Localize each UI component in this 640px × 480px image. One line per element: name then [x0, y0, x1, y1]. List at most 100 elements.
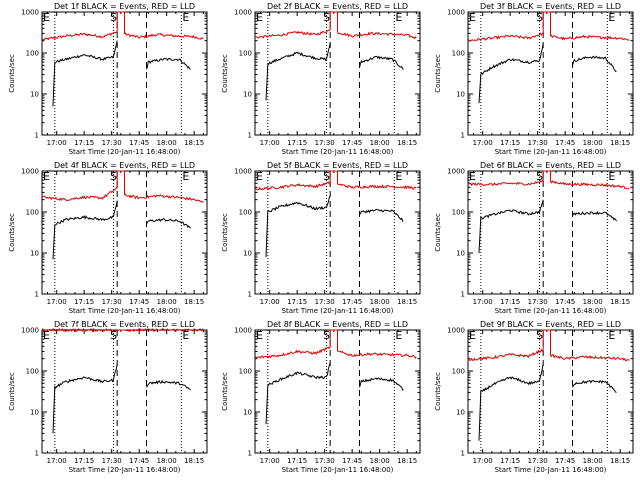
y-tick-label: 10	[456, 409, 465, 417]
x-tick-label: 18:15	[184, 298, 204, 306]
y-tick-label: 1000	[21, 327, 39, 335]
lld-trace-spike	[329, 329, 338, 352]
y-axis-label: Counts/sec	[8, 54, 16, 93]
panel-2: Det 2f BLACK = Events, RED = LLD 1 10 100 10…	[221, 2, 421, 156]
y-tick-label: 1000	[447, 168, 465, 176]
marker-label-e-right: E	[395, 170, 402, 183]
x-tick-label: 17:30	[315, 298, 335, 306]
y-tick-label: 100	[452, 368, 465, 376]
x-tick-label: 17:45	[555, 298, 575, 306]
x-tick-label: 17:15	[74, 457, 94, 465]
y-tick-label: 1	[461, 132, 465, 140]
lld-trace-spike	[542, 329, 551, 356]
x-tick-label: 17:45	[129, 139, 149, 147]
marker-label-s: S	[323, 170, 330, 183]
x-axis-label: Start Time (20-Jan-11 16:48:00)	[282, 148, 394, 156]
x-tick-label: 17:30	[102, 457, 122, 465]
lld-trace-segment-2	[337, 350, 417, 359]
lld-trace-segment-1	[254, 181, 331, 191]
marker-label-e-left: E	[469, 329, 476, 342]
x-tick-label: 17:15	[500, 457, 520, 465]
y-tick-label: 1000	[234, 168, 252, 176]
panel-title: Det 6f BLACK = Events, RED = LLD	[480, 161, 621, 170]
lld-trace-segment-1	[41, 187, 118, 202]
y-tick-label: 10	[30, 250, 39, 258]
events-trace-segment-2	[359, 208, 404, 222]
axis-frame	[41, 329, 208, 454]
lld-trace-spike	[542, 170, 551, 182]
lld-trace-segment-1	[41, 327, 118, 333]
lld-trace-segment-2	[550, 180, 630, 190]
lld-trace-spike	[116, 170, 125, 195]
lld-trace-spike	[329, 170, 338, 185]
y-tick-label: 100	[26, 50, 39, 58]
y-axis-label: Counts/sec	[8, 213, 16, 252]
x-axis-label: Start Time (20-Jan-11 16:48:00)	[495, 307, 607, 315]
lld-trace-spike	[542, 11, 551, 36]
x-tick-label: 18:00	[583, 139, 603, 147]
x-tick-label: 17:00	[47, 457, 67, 465]
y-tick-label: 100	[452, 209, 465, 217]
x-tick-label: 17:45	[555, 457, 575, 465]
panel-4: Det 4f BLACK = Events, RED = LLD 1 10 100 10…	[8, 161, 208, 315]
x-tick-label: 18:00	[157, 457, 177, 465]
events-trace-segment-1	[52, 40, 118, 107]
panel-1: Det 1f BLACK = Events, RED = LLD 1 10 100 10…	[8, 2, 208, 156]
x-tick-label: 17:00	[473, 298, 493, 306]
marker-label-s: S	[323, 329, 330, 342]
y-axis-label: Counts/sec	[8, 372, 16, 411]
events-trace-segment-2	[146, 379, 191, 391]
lld-trace-segment-1	[467, 348, 544, 361]
lld-trace-segment-2	[550, 34, 630, 41]
events-trace-segment-1	[265, 362, 331, 425]
y-tick-label: 100	[239, 50, 252, 58]
marker-label-e-left: E	[256, 329, 263, 342]
x-tick-label: 17:00	[260, 457, 280, 465]
x-tick-label: 17:45	[342, 457, 362, 465]
x-tick-label: 17:00	[260, 139, 280, 147]
x-tick-label: 18:00	[370, 298, 390, 306]
marker-label-e-right: E	[608, 11, 615, 24]
y-axis-label: Counts/sec	[221, 213, 229, 252]
x-tick-label: 18:15	[184, 139, 204, 147]
x-axis-label: Start Time (20-Jan-11 16:48:00)	[282, 307, 394, 315]
x-tick-label: 18:15	[610, 139, 630, 147]
y-tick-label: 1000	[234, 9, 252, 17]
lld-trace-segment-2	[550, 354, 630, 362]
marker-label-e-left: E	[469, 11, 476, 24]
panel-title: Det 2f BLACK = Events, RED = LLD	[267, 2, 408, 11]
y-tick-label: 100	[239, 209, 252, 217]
events-trace-segment-1	[265, 42, 331, 101]
x-tick-label: 18:15	[610, 298, 630, 306]
events-trace-segment-2	[146, 218, 191, 229]
events-trace-segment-1	[478, 199, 544, 254]
marker-label-e-left: E	[256, 170, 263, 183]
lld-trace-segment-2	[337, 183, 417, 190]
marker-label-e-right: E	[608, 329, 615, 342]
panel-3: Det 3f BLACK = Events, RED = LLD 1 10 100 10…	[434, 2, 634, 156]
x-tick-label: 17:45	[129, 298, 149, 306]
y-tick-label: 10	[456, 250, 465, 258]
events-trace-segment-2	[572, 55, 617, 73]
x-tick-label: 17:30	[102, 139, 122, 147]
x-tick-label: 18:15	[184, 457, 204, 465]
panel-5: Det 5f BLACK = Events, RED = LLD 1 10 100 10…	[221, 161, 421, 315]
y-tick-label: 100	[239, 368, 252, 376]
lld-trace-segment-1	[254, 346, 331, 359]
panel-6: Det 6f BLACK = Events, RED = LLD 1 10 100 10…	[434, 161, 634, 315]
y-tick-label: 10	[30, 409, 39, 417]
x-tick-label: 17:00	[260, 298, 280, 306]
x-tick-label: 18:00	[157, 139, 177, 147]
y-tick-label: 10	[456, 91, 465, 99]
x-tick-label: 17:15	[500, 139, 520, 147]
y-axis-label: Counts/sec	[434, 372, 442, 411]
x-tick-label: 17:45	[342, 298, 362, 306]
events-trace-segment-2	[572, 379, 617, 393]
marker-label-e-left: E	[469, 170, 476, 183]
x-tick-label: 17:00	[47, 298, 67, 306]
marker-label-e-right: E	[182, 329, 189, 342]
panel-8: Det 8f BLACK = Events, RED = LLD 1 10 100 10…	[221, 320, 421, 474]
panel-title: Det 9f BLACK = Events, RED = LLD	[480, 320, 621, 329]
y-tick-label: 1	[248, 450, 252, 458]
